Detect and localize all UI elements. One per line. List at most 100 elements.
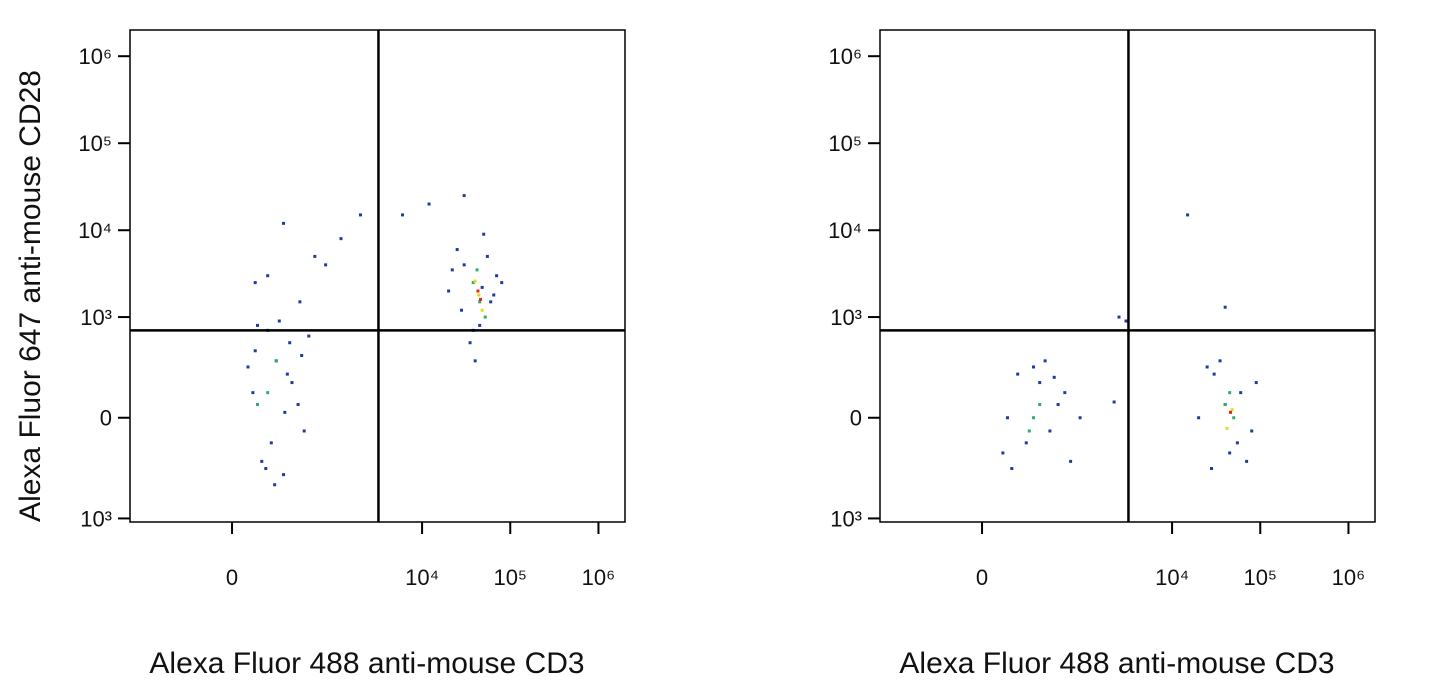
x-tick-label: 0 <box>226 565 238 590</box>
event-dot <box>1239 391 1243 395</box>
event-dot <box>475 268 479 272</box>
y-tick-label: 10⁵ <box>78 131 112 156</box>
event-dot <box>1048 429 1052 433</box>
event-dot <box>480 285 484 289</box>
event-dot <box>260 459 264 463</box>
event-dot <box>285 372 289 376</box>
event-dot <box>1229 410 1233 414</box>
event-dot <box>1063 391 1067 395</box>
event-dot <box>269 441 273 445</box>
event-dot <box>1078 416 1082 420</box>
event-dot <box>288 341 292 345</box>
event-dot <box>1010 467 1014 471</box>
event-dot <box>1016 372 1020 376</box>
event-dot <box>427 202 431 206</box>
event-dot <box>1228 451 1232 455</box>
event-dot <box>401 213 405 217</box>
x-tick-label: 10⁴ <box>1155 565 1189 590</box>
y-tick-label: 10³ <box>80 506 112 531</box>
event-dot <box>476 289 480 293</box>
event-dot <box>274 359 278 363</box>
event-dot <box>358 213 362 217</box>
x-tick-label: 10⁵ <box>1243 565 1277 590</box>
event-dot <box>1230 408 1234 412</box>
event-dot <box>455 248 459 252</box>
event-dot <box>1112 400 1116 404</box>
event-dot <box>1210 467 1214 471</box>
event-dot <box>255 323 259 327</box>
y-tick-label: 0 <box>100 406 112 431</box>
event-dot <box>1218 359 1222 363</box>
event-dot <box>1232 416 1236 420</box>
event-dot <box>281 221 285 225</box>
event-dot <box>1245 459 1249 463</box>
event-dot <box>479 297 483 301</box>
event-dot <box>1043 359 1047 363</box>
event-dot <box>473 279 477 283</box>
event-dot <box>1197 416 1201 420</box>
x-axis-title: Alexa Fluor 488 anti-mouse CD3 <box>149 647 584 680</box>
y-tick-label: 10³ <box>830 506 862 531</box>
event-dot <box>468 341 472 345</box>
event-dot <box>324 263 328 267</box>
event-dot <box>1024 441 1028 445</box>
event-dot <box>1254 381 1258 385</box>
event-dot <box>1038 403 1042 407</box>
event-dot <box>1225 426 1229 430</box>
event-dot <box>471 281 475 285</box>
event-dot <box>277 319 281 323</box>
event-dot <box>246 365 250 369</box>
event-dot <box>480 308 484 312</box>
y-tick-label: 0 <box>850 406 862 431</box>
event-dot <box>500 281 504 285</box>
event-dot <box>1052 375 1056 379</box>
event-dot <box>1205 365 1209 369</box>
y-tick-label: 10⁶ <box>828 44 862 69</box>
event-dot <box>1124 319 1128 323</box>
event-dot <box>339 237 343 241</box>
event-dot <box>462 194 466 198</box>
y-tick-label: 10⁵ <box>828 131 862 156</box>
event-dot <box>283 410 287 414</box>
event-dot <box>478 323 482 327</box>
event-dot <box>253 349 257 353</box>
event-dot <box>460 308 464 312</box>
event-dot <box>281 473 285 477</box>
event-dot <box>302 429 306 433</box>
event-dot <box>255 403 259 407</box>
event-dot <box>1250 429 1254 433</box>
event-dot <box>253 281 257 285</box>
event-dot <box>251 391 255 395</box>
event-dot <box>300 353 304 357</box>
event-dot <box>1027 429 1031 433</box>
event-dot <box>264 467 268 471</box>
event-dot <box>1212 372 1216 376</box>
event-dot <box>447 289 451 293</box>
event-dot <box>1038 381 1042 385</box>
x-tick-label: 10⁶ <box>1332 565 1366 590</box>
x-tick-label: 0 <box>976 565 988 590</box>
event-dot <box>296 403 300 407</box>
event-dot <box>489 300 493 304</box>
event-dot <box>482 232 486 236</box>
event-dot <box>1005 416 1009 420</box>
y-tick-label: 10⁶ <box>78 44 112 69</box>
event-dot <box>1223 305 1227 309</box>
event-dot <box>1223 403 1227 407</box>
event-dot <box>307 334 311 338</box>
event-dot <box>1069 459 1073 463</box>
event-dot <box>1031 365 1035 369</box>
event-dot <box>1228 391 1232 395</box>
x-tick-label: 10⁴ <box>405 565 439 590</box>
event-dot <box>290 381 294 385</box>
event-dot <box>477 293 481 297</box>
event-dot <box>298 300 302 304</box>
event-dot <box>483 315 487 319</box>
event-dot <box>495 274 499 278</box>
event-dot <box>1056 403 1060 407</box>
event-dot <box>1235 441 1239 445</box>
event-dot <box>1001 451 1005 455</box>
event-dot <box>1117 315 1121 319</box>
event-dot <box>450 268 454 272</box>
event-dot <box>1031 416 1035 420</box>
